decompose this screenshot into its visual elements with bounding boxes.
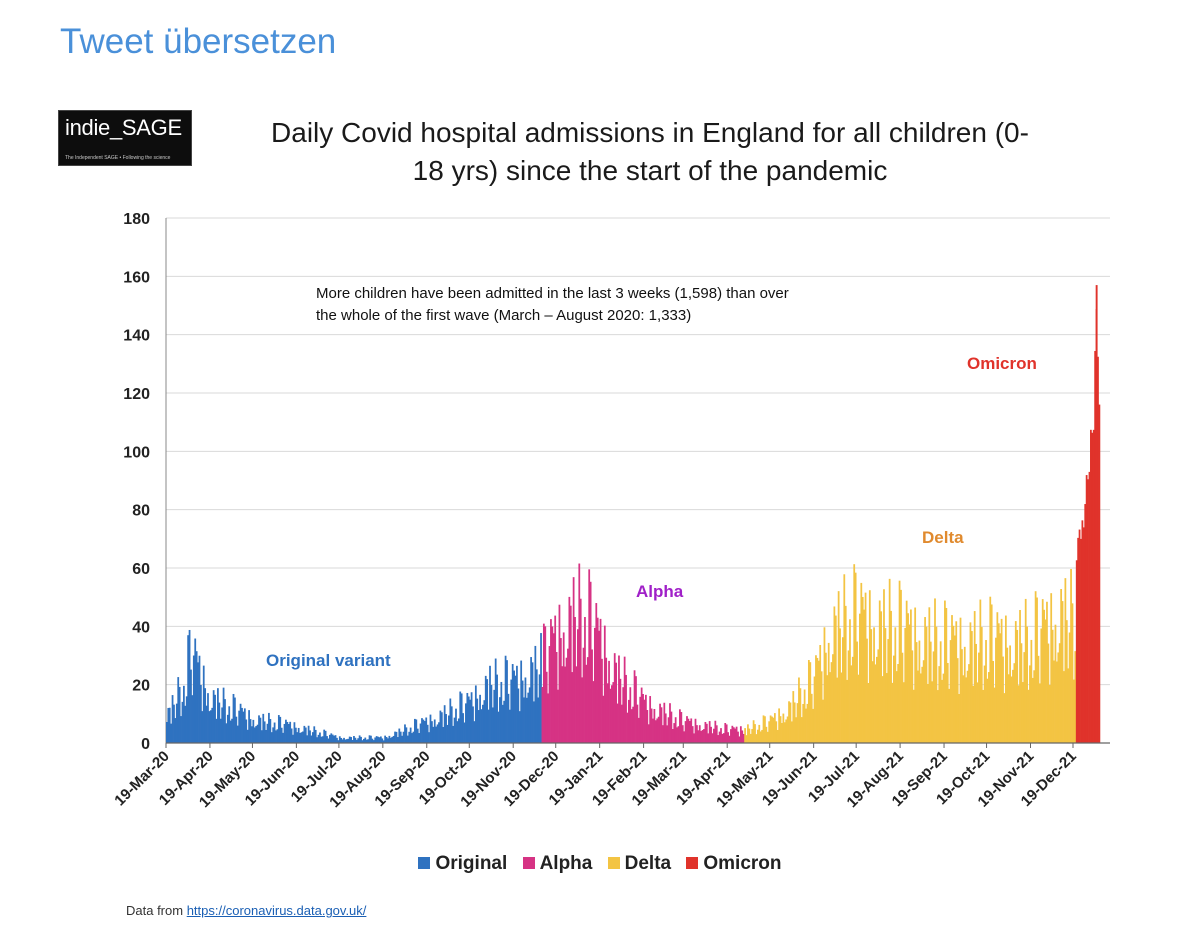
chart-legend: Original Alpha Delta Omicron xyxy=(0,853,1200,875)
legend-label-alpha: Alpha xyxy=(540,853,593,874)
data-source: Data from https://coronavirus.data.gov.u… xyxy=(126,903,366,918)
legend-label-omicron: Omicron xyxy=(703,853,781,874)
legend-swatch-original xyxy=(418,857,430,869)
y-tick-label: 160 xyxy=(123,269,150,286)
legend-swatch-omicron xyxy=(686,857,698,869)
source-label: Data from xyxy=(126,903,183,918)
chart-annotation: More children have been admitted in the … xyxy=(316,283,916,327)
y-tick-label: 180 xyxy=(123,211,150,228)
y-tick-label: 60 xyxy=(132,561,150,578)
legend-item-delta: Delta xyxy=(608,853,671,875)
y-tick-label: 120 xyxy=(123,386,150,403)
legend-label-original: Original xyxy=(435,853,507,874)
bar-omicron xyxy=(1099,405,1101,743)
y-tick-label: 40 xyxy=(132,619,150,636)
variant-label-delta: Delta xyxy=(922,528,964,548)
legend-label-delta: Delta xyxy=(625,853,671,874)
annotation-line-1: More children have been admitted in the … xyxy=(316,283,916,305)
y-tick-label: 0 xyxy=(141,736,150,753)
variant-label-alpha: Alpha xyxy=(636,582,683,602)
legend-swatch-delta xyxy=(608,857,620,869)
source-link[interactable]: https://coronavirus.data.gov.uk/ xyxy=(187,903,367,918)
legend-item-alpha: Alpha xyxy=(523,853,593,875)
legend-item-original: Original xyxy=(418,853,507,875)
variant-label-omicron: Omicron xyxy=(967,354,1037,374)
annotation-line-2: the whole of the first wave (March – Aug… xyxy=(316,305,916,327)
y-tick-label: 80 xyxy=(132,503,150,520)
y-tick-label: 140 xyxy=(123,328,150,345)
variant-label-original: Original variant xyxy=(266,651,391,671)
bar-omicron-peak xyxy=(1096,285,1098,743)
y-tick-label: 100 xyxy=(123,444,150,461)
legend-item-omicron: Omicron xyxy=(686,853,781,875)
y-tick-label: 20 xyxy=(132,678,150,695)
legend-swatch-alpha xyxy=(523,857,535,869)
